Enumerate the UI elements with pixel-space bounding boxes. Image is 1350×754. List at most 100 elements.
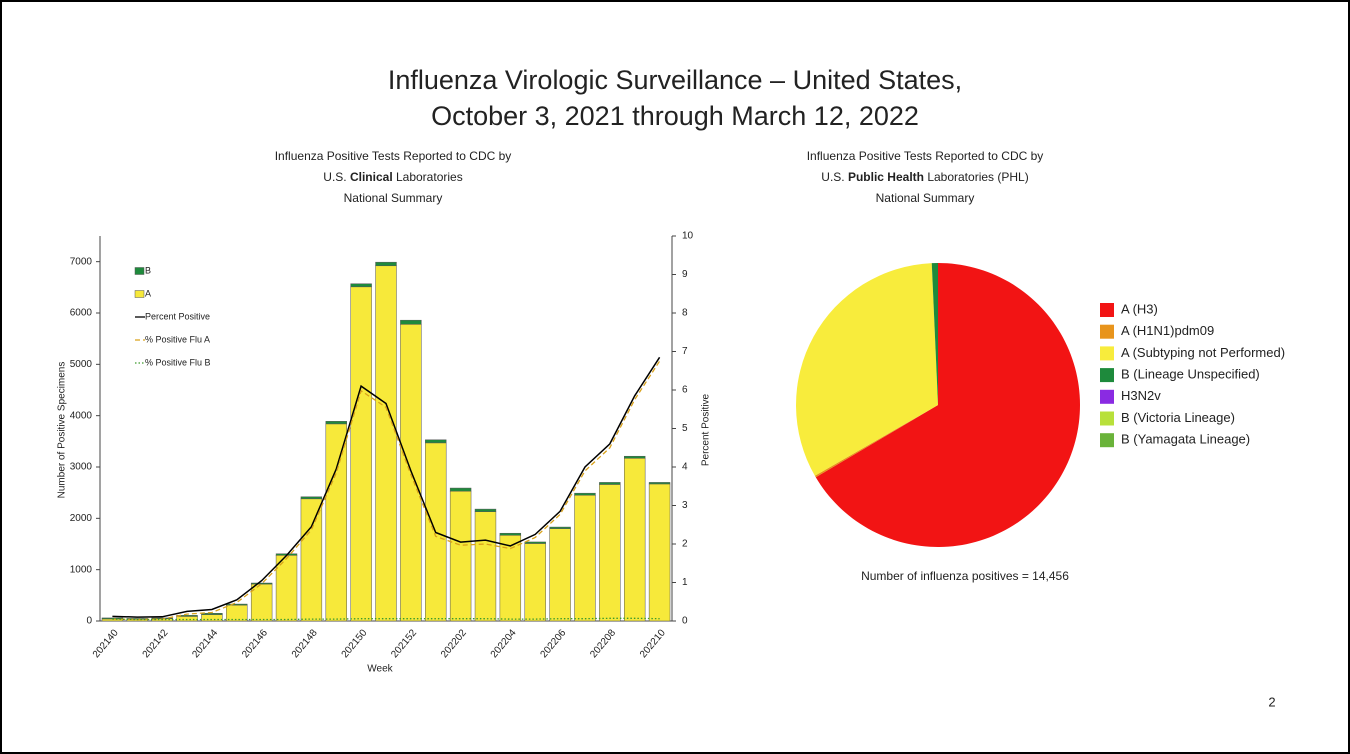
legend-label: B <box>145 265 151 275</box>
legend-label: A <box>145 288 151 298</box>
bar-segment <box>549 526 571 529</box>
pie-slice <box>931 263 938 405</box>
y-tick-label: 1000 <box>70 564 93 575</box>
legend-label: B (Victoria Lineage) <box>1121 410 1235 425</box>
bar-segment <box>474 511 497 622</box>
chart-title-part: Influenza Positive Tests Reported to CDC… <box>275 149 512 163</box>
legend-label: H3N2v <box>1121 388 1161 403</box>
y2-tick-label: 7 <box>682 346 688 357</box>
legend-label: Percent Positive <box>145 311 210 321</box>
chart-title: National Summary <box>876 191 975 205</box>
bar-segment <box>250 582 273 585</box>
bar-segment <box>574 494 596 622</box>
legend-swatch <box>1100 303 1114 317</box>
bar-segment <box>300 496 323 500</box>
chart-title-part: Laboratories <box>393 170 463 184</box>
y2-tick-label: 9 <box>682 269 688 280</box>
bar-segment <box>325 423 347 622</box>
line-series <box>112 617 660 621</box>
y-axis-label: Number of Positive Specimens <box>57 362 68 499</box>
legend-swatch <box>1100 368 1114 383</box>
chart-title: U.S. Public Health Laboratories (PHL) <box>821 170 1028 184</box>
chart-title: Influenza Positive Tests Reported to CDC… <box>275 149 512 163</box>
slide-title: October 3, 2021 through March 12, 2022 <box>431 101 919 131</box>
legend-label: A (H3) <box>1121 301 1158 316</box>
pie-slice <box>815 263 1080 547</box>
y-tick-label: 0 <box>86 616 92 627</box>
y2-tick-label: 1 <box>682 577 688 588</box>
bar-segment <box>449 490 472 622</box>
y2-tick-label: 2 <box>682 539 688 550</box>
pie-slice <box>814 405 938 478</box>
bar-segment <box>375 265 397 622</box>
bar-segment <box>449 487 472 492</box>
y2-axis-label: Percent Positive <box>701 393 712 466</box>
y2-tick-label: 8 <box>682 308 688 319</box>
bar-segment <box>624 458 646 622</box>
y-tick-label: 3000 <box>70 462 93 473</box>
legend-swatch <box>1100 433 1114 448</box>
pie-slice <box>796 263 938 476</box>
chart-title-part: National Summary <box>344 191 443 205</box>
bar-segment <box>201 613 223 615</box>
bar-segment <box>226 603 248 606</box>
y-tick-label: 4000 <box>70 410 93 421</box>
bar-segment <box>400 319 422 325</box>
bar-segment <box>574 492 596 496</box>
chart-title-part: Public Health <box>848 170 924 184</box>
legend-label: B (Yamagata Lineage) <box>1121 432 1250 447</box>
chart-title: National Summary <box>344 191 443 205</box>
legend-swatch <box>1100 346 1114 361</box>
y2-tick-label: 5 <box>682 423 688 434</box>
bar-segment <box>599 484 621 622</box>
legend-label: A (H1N1)pdm09 <box>1121 323 1214 338</box>
chart-title-part: U.S. <box>821 170 848 184</box>
legend-label: % Positive Flu A <box>145 334 210 344</box>
y2-tick-label: 6 <box>682 385 688 396</box>
legend-swatch <box>134 267 145 275</box>
chart-title-part: National Summary <box>876 191 975 205</box>
annotation: Number of influenza positives = 14,456 <box>861 569 1069 583</box>
bar-segment <box>624 455 646 459</box>
page-number: 2 <box>1268 694 1275 709</box>
y2-tick-label: 4 <box>682 462 688 473</box>
legend-swatch <box>1100 324 1114 339</box>
bar-segment <box>648 483 671 622</box>
chart-title-part: Laboratories (PHL) <box>924 170 1029 184</box>
bar-segment <box>300 498 323 622</box>
bar-segment <box>176 616 198 622</box>
bar-segment <box>524 541 546 544</box>
legend-swatch <box>134 290 145 298</box>
bar-segment <box>226 604 248 622</box>
bar-segment <box>325 421 347 425</box>
chart-title-part: Influenza Positive Tests Reported to CDC… <box>807 149 1044 163</box>
line-series <box>112 360 661 621</box>
line-series <box>112 356 661 618</box>
legend-swatch <box>1100 389 1114 404</box>
chart-title: U.S. Clinical Laboratories <box>323 170 462 184</box>
bar-segment <box>549 528 571 622</box>
bar-segment <box>375 261 397 267</box>
x-axis-label: Week <box>367 664 393 675</box>
bar-segment <box>648 482 671 485</box>
y-tick-label: 2000 <box>70 513 93 524</box>
y-tick-label: 7000 <box>70 256 93 267</box>
slide-title: Influenza Virologic Surveillance – Unite… <box>388 65 962 95</box>
chart-title-part: U.S. <box>323 170 350 184</box>
bar-segment <box>599 482 621 485</box>
legend-label: B (Lineage Unspecified) <box>1121 367 1260 382</box>
bar-segment <box>425 439 447 444</box>
y2-tick-label: 10 <box>682 231 694 242</box>
legend-label: % Positive Flu B <box>145 357 211 367</box>
y2-tick-label: 0 <box>682 616 688 627</box>
y2-tick-label: 3 <box>682 500 688 511</box>
y-tick-label: 6000 <box>70 308 93 319</box>
bar-segment <box>524 543 546 622</box>
chart-title: Influenza Positive Tests Reported to CDC… <box>807 149 1044 163</box>
legend-swatch <box>1100 411 1114 426</box>
bar-segment <box>499 532 522 536</box>
y-tick-label: 5000 <box>70 359 93 370</box>
bar-segment <box>474 508 497 512</box>
